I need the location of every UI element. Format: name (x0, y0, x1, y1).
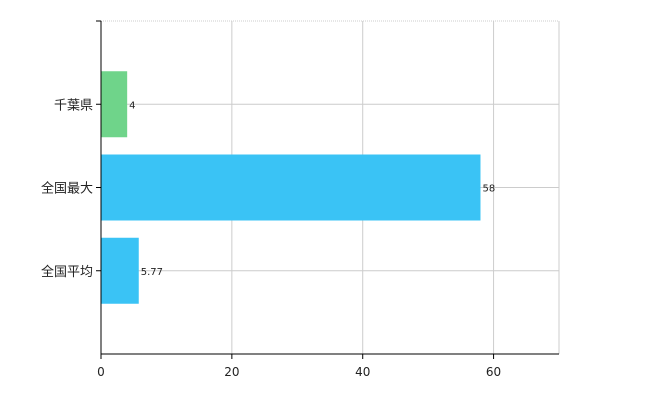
axes (96, 20, 559, 359)
bar (101, 237, 139, 304)
category-label: 全国最大 (41, 181, 93, 197)
bar (101, 71, 128, 138)
bars (101, 71, 481, 304)
data-label: 58 (482, 184, 495, 195)
x-tick-label: 60 (486, 365, 501, 379)
x-tick-label: 0 (97, 365, 105, 379)
bar (101, 154, 481, 221)
x-tick-label: 20 (224, 365, 239, 379)
x-tick-label: 40 (355, 365, 370, 379)
data-label: 5.77 (141, 267, 163, 278)
category-label: 全国平均 (41, 264, 93, 280)
category-label: 千葉県 (54, 98, 93, 113)
data-label: 4 (129, 100, 135, 111)
labels: 4 千葉県 58 全国最大 5.77 全国平均 0 20 40 60 (41, 98, 501, 379)
